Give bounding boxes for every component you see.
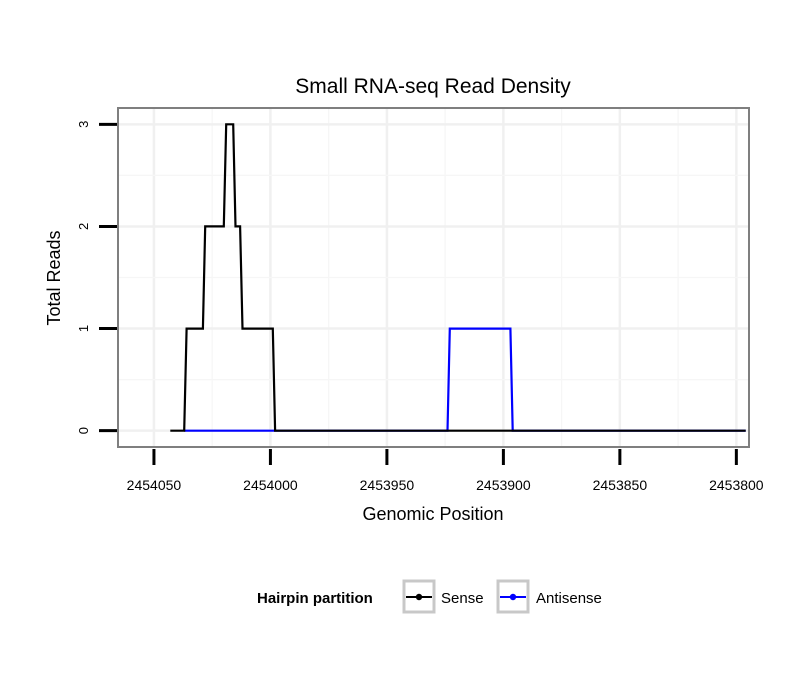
legend-title: Hairpin partition (257, 590, 373, 607)
y-tick-label: 1 (76, 325, 91, 332)
y-tick-label: 0 (76, 427, 91, 434)
data-series (170, 123, 746, 432)
x-tick-label: 2454050 (127, 477, 182, 493)
x-tick-label: 2453900 (476, 477, 531, 493)
legend-marker-antisense (509, 593, 517, 601)
x-tick-label: 2453800 (709, 477, 764, 493)
x-tick-label: 2454000 (243, 477, 298, 493)
y-axis-label: Total Reads (44, 230, 64, 325)
legend: Hairpin partition Sense Antisense (257, 579, 602, 614)
x-tick-label: 2453950 (360, 477, 415, 493)
y-tick-label: 2 (76, 223, 91, 230)
x-tick-label: 2453850 (593, 477, 648, 493)
legend-label-sense: Sense (441, 590, 484, 607)
legend-label-antisense: Antisense (536, 590, 602, 607)
axes: 0 1 2 3 2454050 2454000 2453950 2453900 2453850 2… (76, 121, 764, 493)
y-tick-label: 3 (76, 121, 91, 128)
series-line-sense (170, 123, 746, 432)
chart-title: Small RNA-seq Read Density (295, 75, 571, 98)
grid-lines (119, 109, 748, 446)
legend-marker-sense (415, 593, 423, 601)
x-axis-label: Genomic Position (362, 504, 503, 524)
